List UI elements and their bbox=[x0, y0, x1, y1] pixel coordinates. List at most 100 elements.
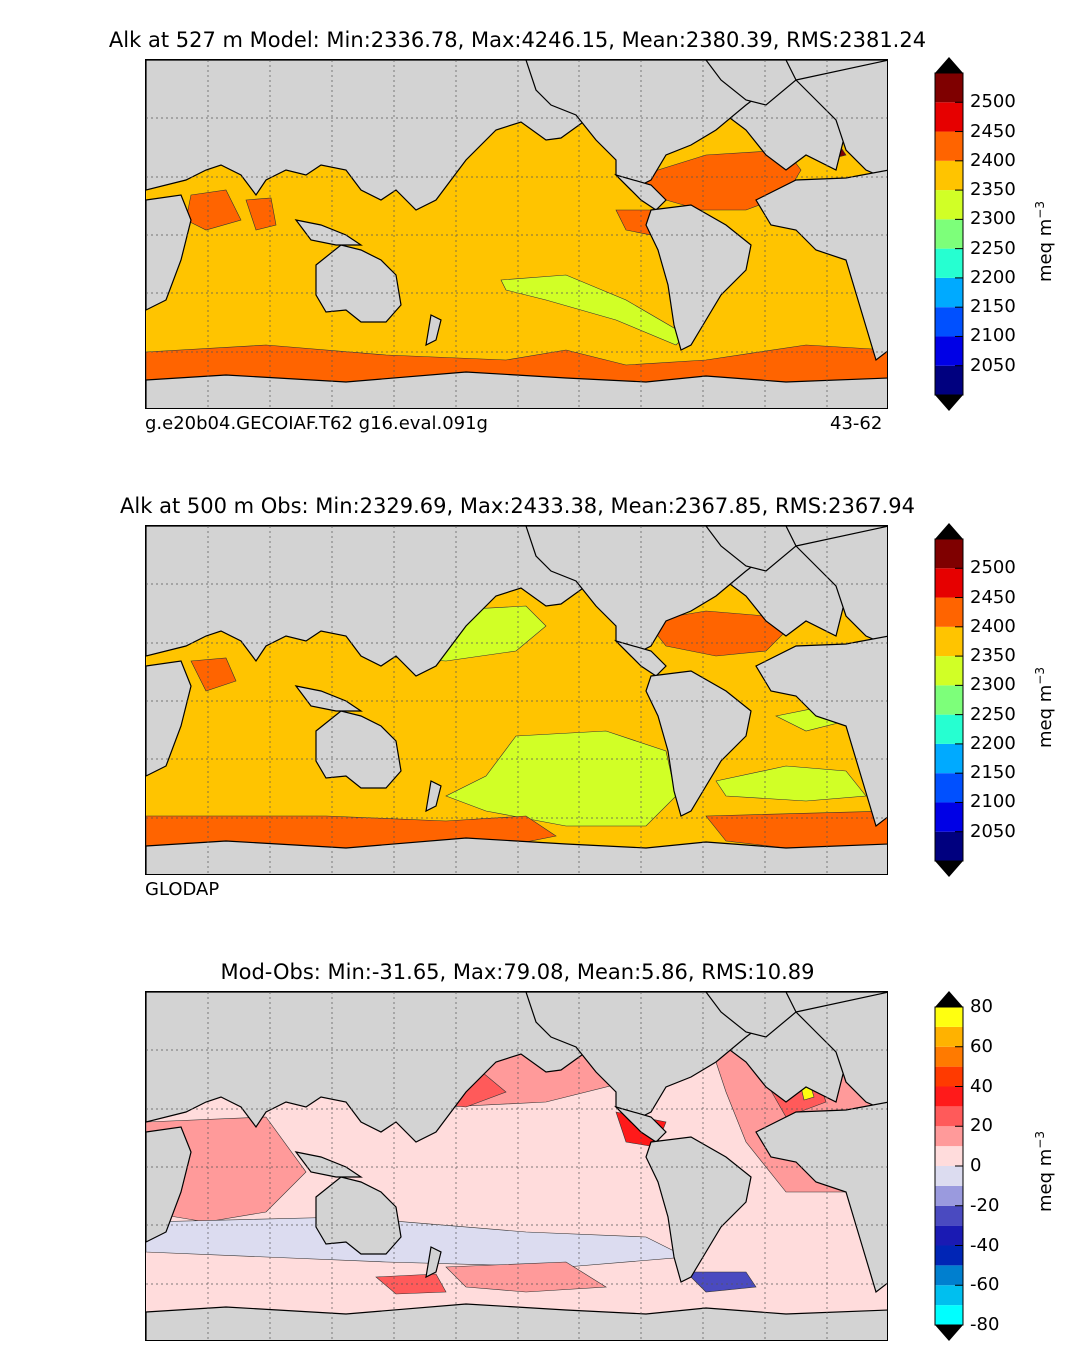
colorbar-segment bbox=[935, 1225, 963, 1246]
south-pacific-contour bbox=[445, 730, 677, 827]
colorbar-segment bbox=[935, 1245, 963, 1266]
caption-right: 43-62 bbox=[830, 413, 883, 434]
colorbar-segment bbox=[935, 1285, 963, 1306]
colorbar-segment bbox=[935, 539, 963, 569]
colorbar-segment bbox=[935, 73, 963, 103]
colorbar-arrow-bottom bbox=[935, 861, 963, 877]
colorbar-segment bbox=[935, 1146, 963, 1166]
arabian-sea-contour bbox=[190, 657, 237, 692]
chart-title: Alk at 527 m Model: Min:2336.78, Max:424… bbox=[108, 28, 927, 52]
colorbar-tick-label: 0 bbox=[970, 1155, 982, 1176]
land-africa-left bbox=[146, 194, 192, 311]
land-new-zealand bbox=[425, 314, 442, 347]
colorbar-tick-label: 2300 bbox=[970, 208, 1016, 230]
land-antarctica bbox=[146, 371, 887, 408]
colorbar-tick-label: 2400 bbox=[970, 149, 1016, 171]
land-africa bbox=[755, 169, 887, 362]
land-europe-east bbox=[794, 526, 887, 646]
colorbar-tick-label: 2400 bbox=[970, 615, 1016, 637]
colorbar-segment bbox=[935, 597, 963, 627]
colorbar-tick-label: 20 bbox=[970, 1115, 993, 1137]
land-new-zealand bbox=[425, 1246, 442, 1279]
colorbar-segment bbox=[935, 102, 963, 132]
colorbar-tick-label: 2050 bbox=[970, 354, 1016, 376]
colorbar-segment bbox=[935, 248, 963, 278]
land-central-america bbox=[613, 639, 667, 677]
land-new-zealand bbox=[425, 780, 442, 813]
land-europe-east bbox=[794, 60, 887, 180]
colorbar-segment bbox=[935, 831, 963, 861]
colorbar-segment bbox=[935, 1007, 963, 1027]
colorbar-tick-label: 2150 bbox=[970, 762, 1016, 784]
colorbar-tick-label: 2350 bbox=[970, 645, 1016, 667]
colorbar-tick-label: 2050 bbox=[970, 820, 1016, 842]
land-africa bbox=[755, 635, 887, 828]
land-se-asia-islands bbox=[294, 1151, 363, 1178]
land-australia bbox=[315, 1176, 402, 1255]
colorbar-segment bbox=[935, 336, 963, 366]
colorbar-svg bbox=[934, 57, 964, 411]
land-greenland bbox=[705, 60, 797, 106]
map-svg bbox=[146, 60, 887, 408]
land-se-asia-islands bbox=[294, 219, 363, 246]
colorbar-segment bbox=[935, 1166, 963, 1186]
colorbar-segment bbox=[935, 714, 963, 744]
southeast-pacific-contour bbox=[500, 274, 687, 346]
south-atlantic-contour bbox=[715, 765, 867, 802]
colorbar-segment bbox=[935, 190, 963, 220]
colorbar-segment bbox=[935, 626, 963, 657]
colorbar-segment bbox=[935, 568, 963, 598]
chart-title: Alk at 500 m Obs: Min:2329.69, Max:2433.… bbox=[120, 494, 915, 518]
north-atlantic-contour bbox=[645, 610, 787, 657]
colorbar-tick-label: 2100 bbox=[970, 325, 1016, 347]
colorbar-segment bbox=[935, 656, 963, 686]
colorbar-segment bbox=[935, 685, 963, 715]
colorbar-segment bbox=[935, 131, 963, 161]
colorbar bbox=[934, 523, 964, 877]
bay-of-bengal-contour bbox=[245, 197, 277, 231]
map-svg bbox=[146, 992, 887, 1340]
colorbar-segment bbox=[935, 1026, 963, 1047]
colorbar-tick-label: -40 bbox=[970, 1234, 1000, 1256]
colorbar-units: meq m−3 bbox=[1033, 1131, 1056, 1212]
colorbar-tick-label: 80 bbox=[970, 996, 993, 1017]
map-svg bbox=[146, 526, 887, 874]
colorbar-tick-label: 2200 bbox=[970, 266, 1016, 288]
land-se-asia-islands bbox=[294, 685, 363, 712]
land-antarctica bbox=[146, 1303, 887, 1340]
caption-left: g.e20b04.GECOIAF.T62 g16.eval.091g bbox=[145, 413, 488, 434]
land-south-america bbox=[645, 670, 752, 817]
land-australia bbox=[315, 710, 402, 789]
colorbar-tick-label: 60 bbox=[970, 1035, 993, 1057]
colorbar-tick-label: -20 bbox=[970, 1194, 1000, 1216]
colorbar-units: meq m−3 bbox=[1033, 667, 1056, 748]
colorbar-frame bbox=[934, 538, 964, 862]
colorbar-segment bbox=[935, 1086, 963, 1107]
colorbar-segment bbox=[935, 1305, 963, 1325]
colorbar-tick-label: 2300 bbox=[970, 674, 1016, 696]
map-plot bbox=[145, 525, 888, 875]
colorbar-segment bbox=[935, 773, 963, 803]
colorbar-tick-label: 2500 bbox=[970, 557, 1016, 579]
colorbar-arrow-bottom bbox=[935, 395, 963, 411]
land-central-america bbox=[613, 1105, 667, 1143]
caption-left: GLODAP bbox=[145, 879, 220, 900]
land-australia bbox=[315, 244, 402, 323]
colorbar-segment bbox=[935, 1066, 963, 1087]
colorbar-segment bbox=[935, 307, 963, 337]
colorbar-svg bbox=[934, 523, 964, 877]
colorbar bbox=[934, 57, 964, 411]
colorbar-segment bbox=[935, 160, 963, 191]
colorbar-segment bbox=[935, 219, 963, 249]
colorbar-segment bbox=[935, 365, 963, 395]
colorbar-arrow-top bbox=[935, 991, 963, 1007]
land-greenland bbox=[705, 526, 797, 572]
chart-title: Mod-Obs: Min:-31.65, Max:79.08, Mean:5.8… bbox=[220, 960, 815, 984]
colorbar-tick-label: 2350 bbox=[970, 179, 1016, 201]
colorbar-segment bbox=[935, 1205, 963, 1226]
colorbar-segment bbox=[935, 277, 963, 308]
land-south-america bbox=[645, 1136, 752, 1283]
drake-passage-contour bbox=[685, 1271, 757, 1293]
colorbar-tick-label: 2250 bbox=[970, 703, 1016, 725]
colorbar bbox=[934, 991, 964, 1341]
